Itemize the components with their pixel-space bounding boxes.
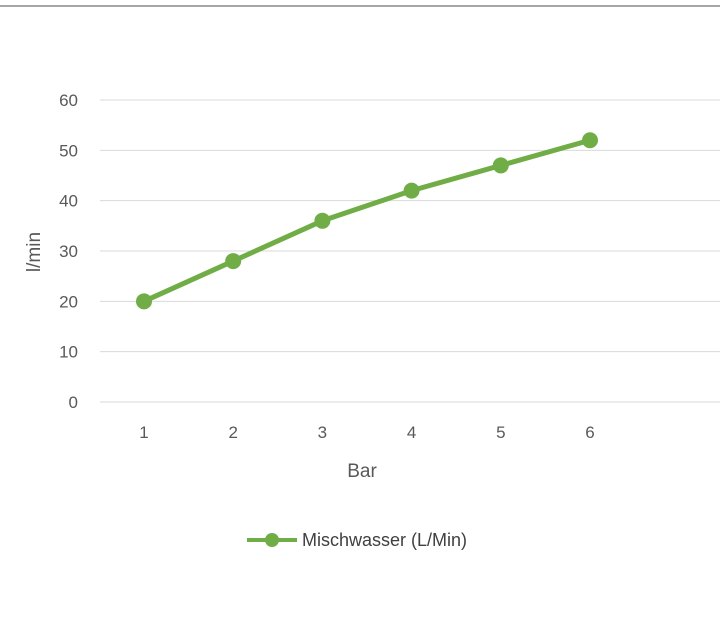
y-tick-label: 50 [59,141,78,160]
x-tick-label: 4 [407,423,416,442]
data-point [136,293,152,310]
x-axis-title: Bar [347,461,377,482]
x-tick-label: 5 [496,423,505,442]
y-tick-label: 40 [59,192,78,211]
y-tick-label: 0 [69,393,78,412]
series-line [141,137,593,304]
y-tick-label: 60 [59,91,78,110]
top-border [0,0,720,7]
legend: Mischwasser (L/Min) [247,530,467,550]
legend-marker-swatch [265,533,279,547]
data-point [492,157,509,174]
x-tick-label: 6 [585,423,594,442]
series-group [136,132,598,310]
legend-label: Mischwasser (L/Min) [302,530,467,550]
data-point [582,132,598,149]
y-axis-title: l/min [24,232,45,272]
y-tick-label: 20 [59,292,78,311]
x-tick-label: 3 [318,423,327,442]
x-axis-ticks: 1 2 3 4 5 6 [139,423,594,442]
data-point [314,212,331,229]
data-point [225,253,242,270]
x-tick-label: 1 [139,423,148,442]
data-point [403,182,420,199]
y-axis-ticks: 0 10 20 30 40 50 60 [59,91,78,412]
gridlines [100,99,720,403]
y-tick-label: 10 [59,343,78,362]
y-tick-label: 30 [59,242,78,261]
x-tick-label: 2 [228,423,237,442]
